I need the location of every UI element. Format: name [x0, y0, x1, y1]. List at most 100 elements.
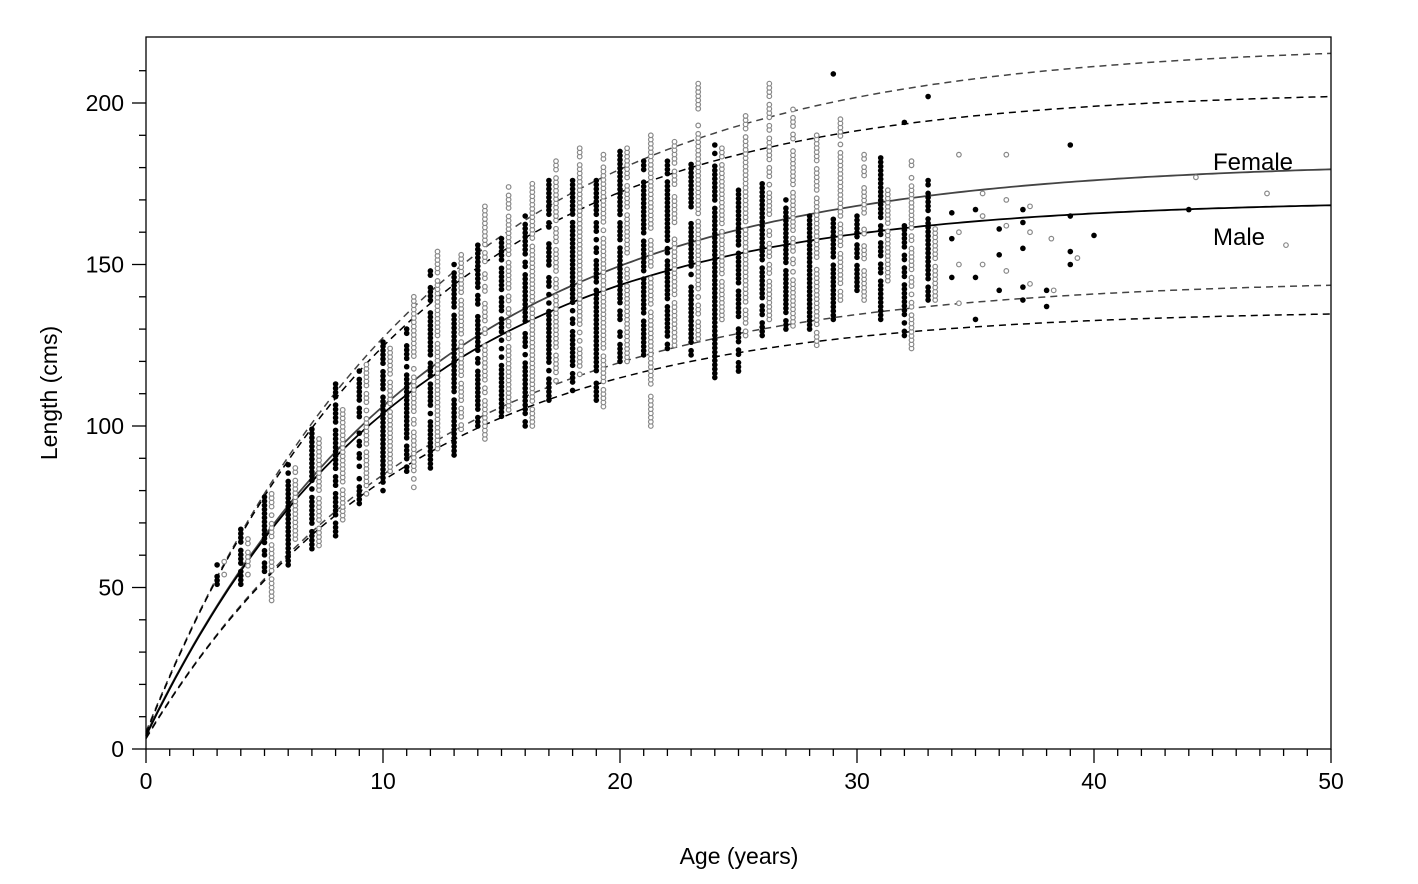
- male-point: [522, 305, 528, 312]
- male-point: [735, 250, 742, 257]
- male-point: [332, 427, 339, 434]
- male-point: [403, 468, 410, 475]
- male-point: [593, 334, 600, 340]
- male-point: [617, 278, 623, 285]
- female-point: [458, 339, 465, 345]
- female-point: [1003, 196, 1010, 203]
- male-point: [356, 376, 363, 383]
- male-point: [498, 354, 505, 360]
- x-tick-label: 10: [370, 768, 396, 794]
- male-point: [332, 499, 339, 505]
- male-point: [214, 562, 220, 568]
- male-point: [901, 231, 908, 237]
- male-point: [451, 270, 457, 276]
- male-point: [546, 338, 552, 344]
- male-point: [332, 520, 339, 526]
- male-point: [356, 368, 363, 374]
- male-point: [427, 339, 434, 346]
- male-point: [830, 266, 837, 273]
- male-point: [617, 207, 623, 214]
- male-point: [451, 448, 457, 454]
- male-point: [522, 351, 528, 358]
- male-point: [498, 303, 505, 310]
- female-point: [482, 342, 488, 349]
- male-point: [569, 223, 576, 230]
- male-point: [380, 381, 386, 388]
- male-point: [593, 291, 600, 298]
- male-point: [427, 456, 434, 463]
- male-point: [380, 432, 386, 439]
- male-point: [1186, 206, 1192, 213]
- male-point: [475, 381, 481, 387]
- female-point: [671, 193, 678, 200]
- male-point: [546, 181, 552, 188]
- male-point: [593, 325, 600, 332]
- male-point: [522, 301, 528, 308]
- male-point: [664, 291, 671, 298]
- male-point: [309, 439, 315, 445]
- male-point: [712, 324, 718, 330]
- male-point: [451, 342, 457, 348]
- male-point: [664, 158, 671, 164]
- female-point: [434, 248, 441, 255]
- male-point: [569, 286, 576, 293]
- male-point: [451, 354, 457, 361]
- female-point: [790, 114, 796, 121]
- male-point: [475, 397, 481, 404]
- female-point: [505, 184, 512, 190]
- male-point: [522, 335, 528, 341]
- female-point: [766, 261, 773, 268]
- male-point: [593, 198, 600, 205]
- male-point: [522, 364, 528, 371]
- male-point: [238, 551, 244, 558]
- male-point: [640, 200, 647, 207]
- male-point: [380, 458, 386, 464]
- male-point: [735, 368, 742, 374]
- male-point: [356, 492, 363, 499]
- male-point: [830, 287, 837, 294]
- male-point: [356, 496, 363, 503]
- male-point: [356, 484, 363, 490]
- female-point: [766, 278, 773, 285]
- male-point: [830, 216, 837, 223]
- male-point: [735, 242, 742, 248]
- female-point: [742, 227, 749, 233]
- male-point: [830, 274, 837, 281]
- male-point: [877, 316, 884, 323]
- male-point: [451, 380, 457, 386]
- male-point: [380, 368, 386, 375]
- female-point: [387, 379, 394, 386]
- male-point: [380, 487, 386, 494]
- male-point: [925, 190, 931, 197]
- female-point: [979, 190, 986, 197]
- male-point: [877, 180, 884, 187]
- male-point: [925, 250, 931, 256]
- male-point: [830, 262, 837, 268]
- male-point: [356, 455, 363, 461]
- male-point: [640, 217, 647, 223]
- male-point: [901, 273, 908, 280]
- male-point: [617, 169, 623, 176]
- male-point: [617, 245, 623, 251]
- male-point: [688, 233, 694, 240]
- male-point: [925, 194, 931, 201]
- male-point: [380, 424, 386, 430]
- x-axis-label: Age (years): [680, 843, 799, 869]
- male-point: [925, 224, 931, 231]
- female-point: [671, 168, 678, 175]
- male-point: [640, 221, 647, 228]
- male-point: [593, 317, 600, 323]
- male-point: [877, 223, 884, 229]
- female-point: [790, 277, 796, 283]
- male-point: [688, 182, 694, 189]
- male-point: [285, 545, 292, 552]
- male-point: [688, 339, 694, 346]
- male-point: [735, 233, 742, 240]
- male-point: [475, 385, 481, 391]
- male-point: [783, 297, 789, 303]
- female-point: [766, 122, 773, 129]
- male-point: [664, 333, 671, 339]
- female-point: [813, 266, 820, 273]
- male-point: [309, 533, 315, 539]
- male-point: [356, 430, 363, 436]
